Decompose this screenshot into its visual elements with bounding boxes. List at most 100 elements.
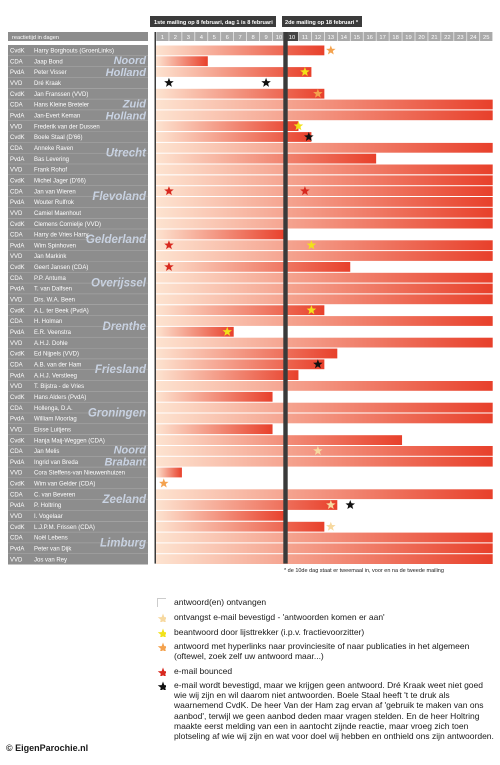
response-bar [156,132,312,142]
role-label: CvdK [10,179,25,185]
day-header-cell [402,32,415,41]
person-label: Wouter Rulfrok [34,200,75,206]
marker-red-icon [164,240,174,250]
marker-red-icon [164,186,174,196]
day-header-cell [311,32,325,41]
day-header-cell [454,32,467,41]
person-label: P.P. Antuma [34,276,66,282]
day-tick-label: 10 [276,35,282,41]
person-label: Jan Markink [34,254,67,260]
day-header-cell [182,32,195,41]
day-header-cell [480,32,493,41]
province-name: Noord Brabant [104,445,147,469]
ack-star-icon [157,613,166,622]
person-label: Cora Steffens-van Nieuwenhuizen [34,471,125,477]
response-bar [156,326,234,337]
response-bar [156,446,493,456]
role-label: PvdA [10,200,24,206]
lead-star-icon [157,628,166,637]
role-label: CvdK [10,525,25,531]
person-label: Geert Jansen (CDA) [34,265,88,271]
day-tick-label: 24 [470,35,477,41]
province-name-line: Noord [114,445,147,457]
legend-text: beantwoord door lijsttrekker (i.p.v. fra… [174,627,365,637]
person-label: Noël Lebens [34,536,68,542]
day-header-cell [272,32,286,41]
day-tick-label: 9 [264,35,267,41]
footnote: * de 10de dag staat er tweemaal in, voor… [284,568,444,574]
response-bar [156,316,493,326]
role-label: PvdA [10,70,24,76]
person-label: Hanja Maij-Weggen (CDA) [34,438,105,444]
day-header-cell [467,32,480,41]
response-bar [156,121,299,131]
response-bar [156,153,377,164]
response-bar [156,532,493,543]
mailing2-header [282,16,362,27]
marker-black-icon [313,359,323,369]
response-bar [156,456,493,467]
day-header-cell [441,32,454,41]
response-bar [156,424,273,435]
legend-text: e-mail wordt bevestigd, maar we krijgen … [174,680,494,742]
response-bar [156,240,493,251]
role-label: CDA [10,449,23,455]
response-bar [156,207,493,218]
province-name-line: Holland [106,67,147,79]
person-label: Jan Franssen (VVD) [34,92,88,98]
legend-text: antwoord(en) ontvangen [174,597,267,607]
legend-text: antwoord met hyperlinks naar provinciesi… [174,641,470,662]
province-name-line: Brabant [104,457,147,469]
person-label: Dré Kraak [34,81,62,87]
response-bar [156,142,493,153]
person-label: Jan-Evert Keman [34,114,80,120]
legend-text: e-mail bounced [174,666,233,676]
day-tick-label: 8 [252,35,255,41]
person-label: Peter Visser [34,70,67,76]
role-label: CDA [10,189,23,195]
role-label: CDA [10,59,23,65]
person-label: Camiel Maenhout [34,211,81,217]
marker-black-icon [261,77,271,87]
links-star-icon [157,642,166,651]
day-tick-label: 16 [366,35,372,41]
role-label: VVD [10,557,23,563]
day-tick-label: 2 [174,35,177,41]
response-bar [156,283,493,294]
days-header-box [8,32,148,41]
response-bar [156,370,299,380]
province-name: Limburg [100,537,146,549]
response-bar [156,381,493,391]
marker-yellow-icon [293,121,304,131]
province-name-line: Holland [106,110,147,122]
response-bar [156,554,493,564]
role-label: VVD [10,471,23,477]
marker-yellow-icon [222,326,232,336]
marker-pale-icon [326,521,336,531]
province-name: Groningen [88,407,146,419]
province-name: Zeeland [102,494,147,506]
province-name: Drenthe [103,321,147,333]
day-header-cell [285,32,299,41]
day-tick-label: 3 [187,35,190,41]
role-label: CvdK [10,438,25,444]
response-bar [156,197,493,207]
response-bar [156,500,338,510]
person-label: I. Vogelaar [34,514,63,520]
response-bar [156,45,325,56]
role-label: VVD [10,81,23,87]
role-label: PvdA [10,373,24,379]
person-label: Drs. W.A. Been [34,298,75,304]
mailing2-label: 2de mailing op 18 februari * [285,20,359,26]
role-label: CvdK [10,482,25,488]
person-label: H. Holman [34,319,62,325]
legend-text: ontvangst e-mail bevestigd - 'antwoorden… [174,612,385,622]
day-tick-label: 17 [379,35,385,41]
response-bar [156,294,493,305]
person-label: P. Holtring [34,503,61,509]
role-label: CDA [10,406,23,412]
day-tick-label: 19 [405,35,411,41]
day-tick-label: 12 [315,35,321,41]
day-header-cell [376,32,389,41]
